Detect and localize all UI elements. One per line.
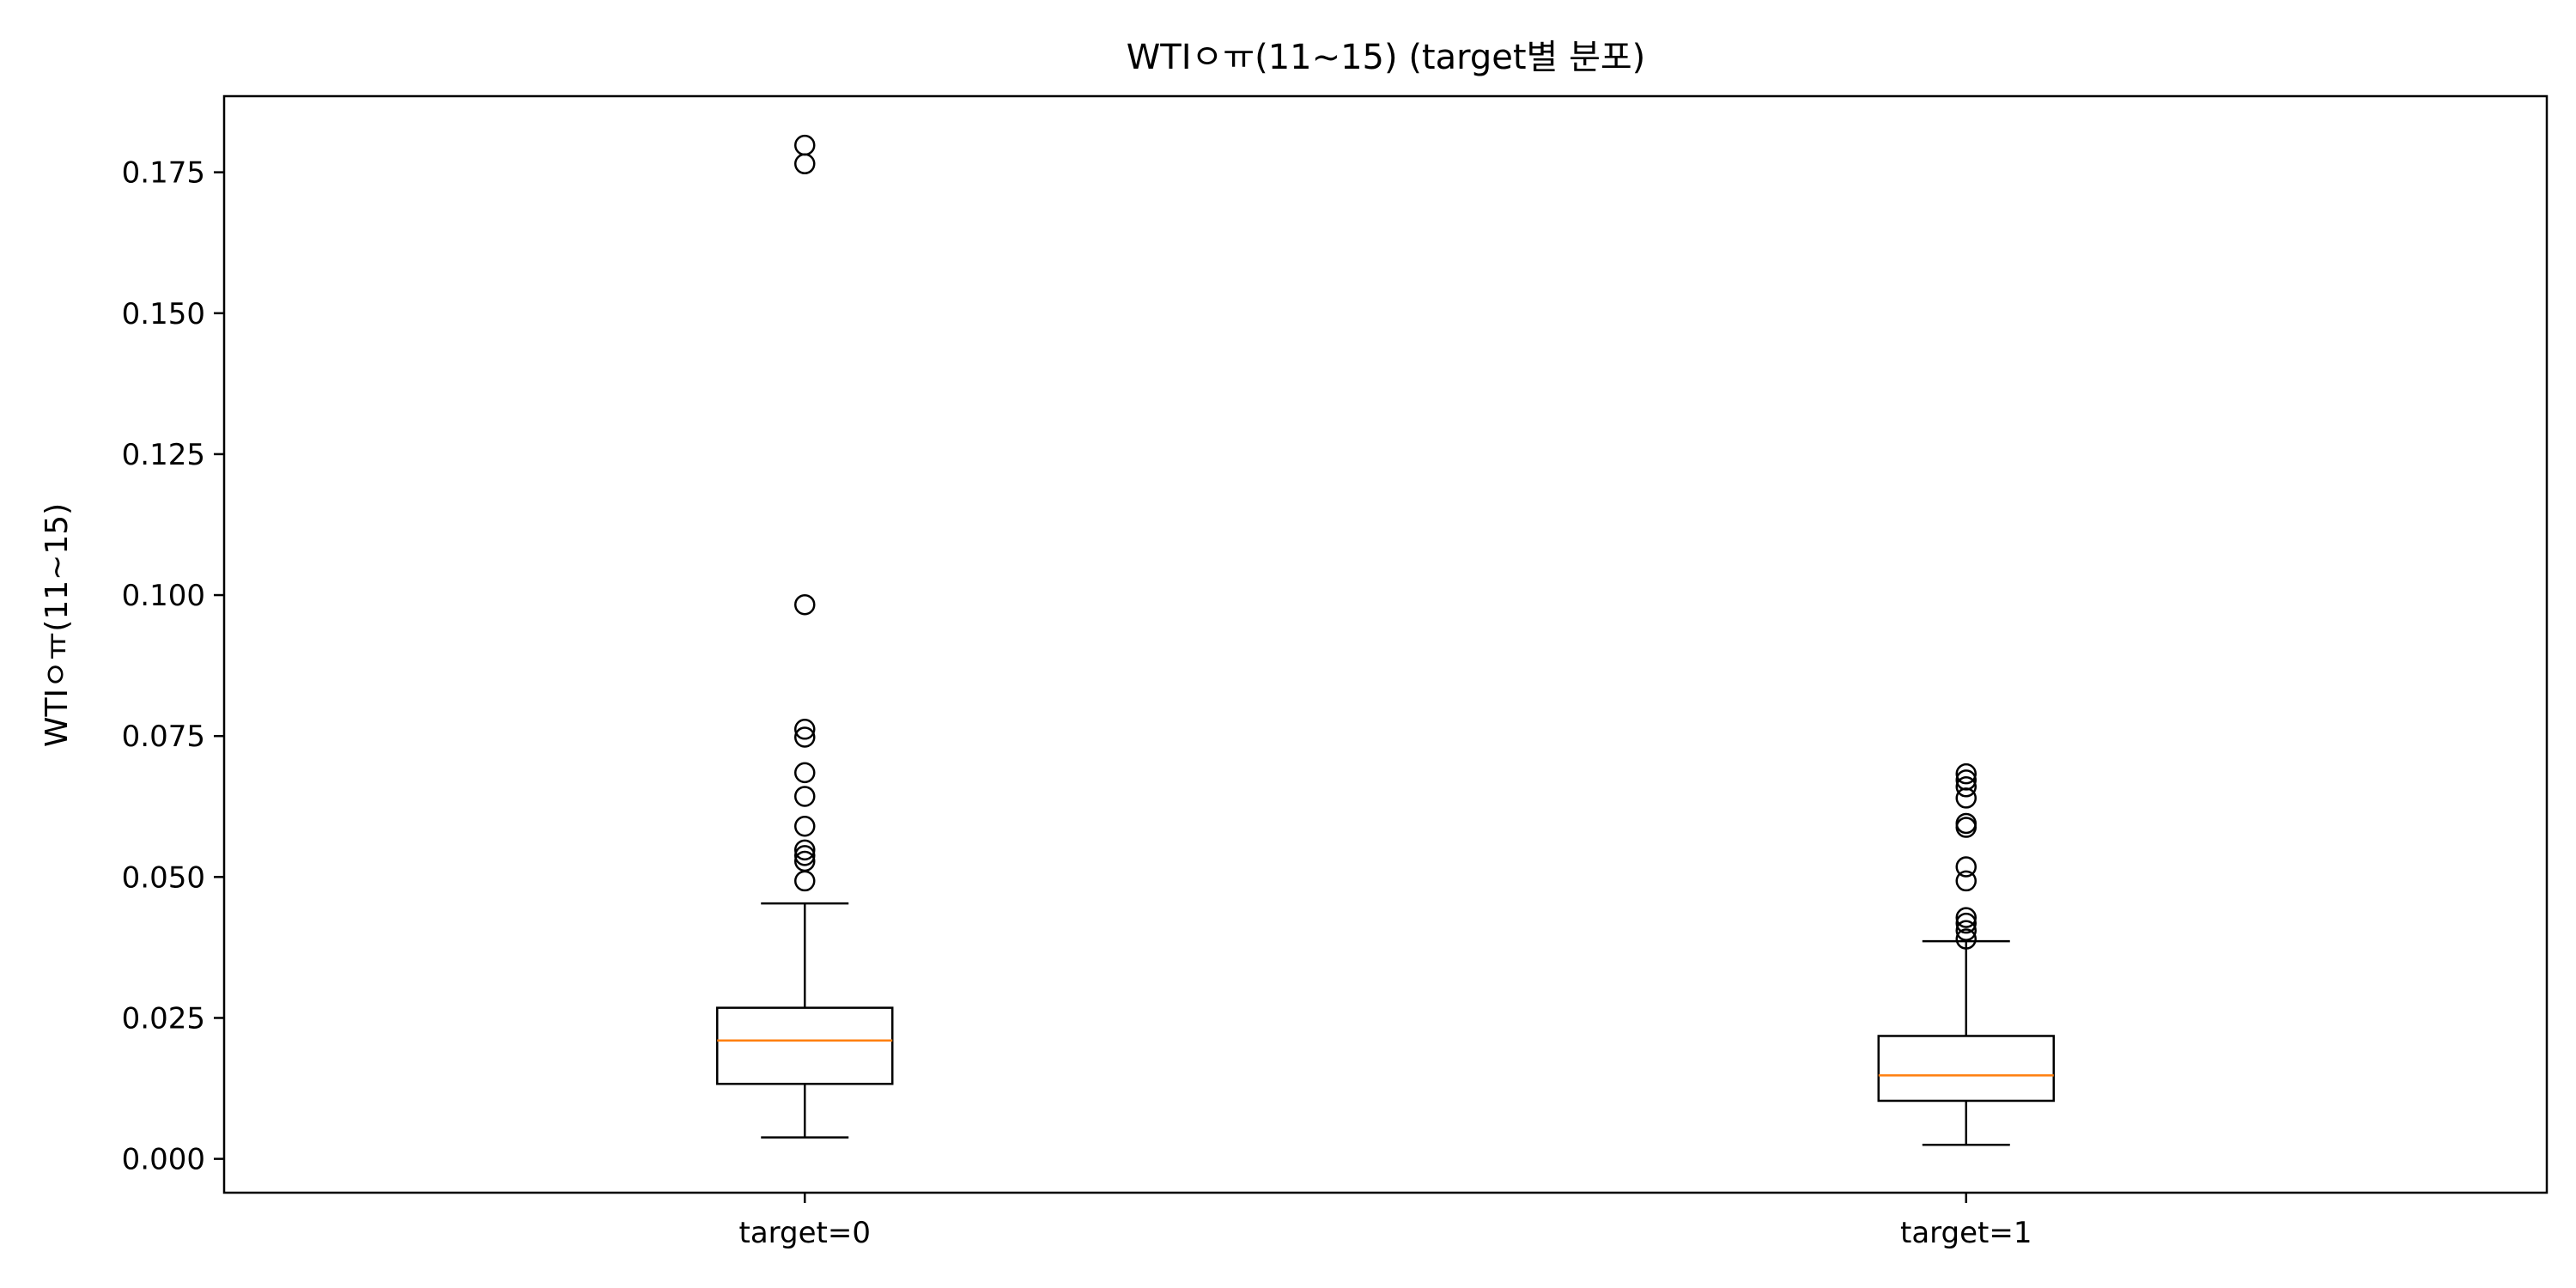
outlier-point [1955,812,1977,835]
y-tick-label: 0.150 [122,297,205,331]
y-tick-label: 0.075 [122,720,205,754]
y-tick-label: 0.000 [122,1143,205,1177]
outlier-point [794,839,816,861]
box-groups [716,134,2055,1146]
outlier-point [1955,856,1977,878]
box-target=1 [1877,762,2055,1146]
y-tick-label: 0.125 [122,438,205,472]
box-target=0 [716,134,894,1139]
x-tick-label: target=1 [1900,1216,2032,1250]
y-tick-label: 0.100 [122,579,205,613]
plot-frame [222,94,2549,1194]
outlier-point [1955,912,1977,934]
y-tick-label: 0.050 [122,860,205,895]
outlier-point [1955,907,1977,928]
outlier-point [1955,928,1977,950]
outlier-point [794,726,816,748]
outlier-point [794,719,816,740]
x-axis: target=0 target=1 [739,1193,2032,1250]
y-axis: 0.000 0.025 0.050 0.075 0.100 0.125 0.150 0.175 [122,156,224,1177]
outlier-point [1955,762,1977,785]
x-tick-label: target=0 [739,1216,872,1250]
outlier-point [794,786,816,807]
y-tick-label: 0.025 [122,1001,205,1036]
iqr-box [1877,1035,2055,1103]
chart-title: WTIㅇㅠ(11~15) (target별 분포) [1127,38,1646,77]
outlier-point [1955,776,1977,798]
outlier-point [794,845,816,866]
outlier-point [794,762,816,784]
outlier-point [1955,920,1977,941]
outlier-point [1955,870,1977,892]
outlier-point [794,850,816,872]
iqr-box [716,1006,894,1085]
outlier-point [794,134,816,156]
outlier-point [794,815,816,837]
y-axis-label: WTIㅇㅠ(11~15) [39,503,75,747]
y-tick-label: 0.175 [122,156,205,191]
outlier-point [794,593,816,616]
outlier-point [1955,769,1977,791]
